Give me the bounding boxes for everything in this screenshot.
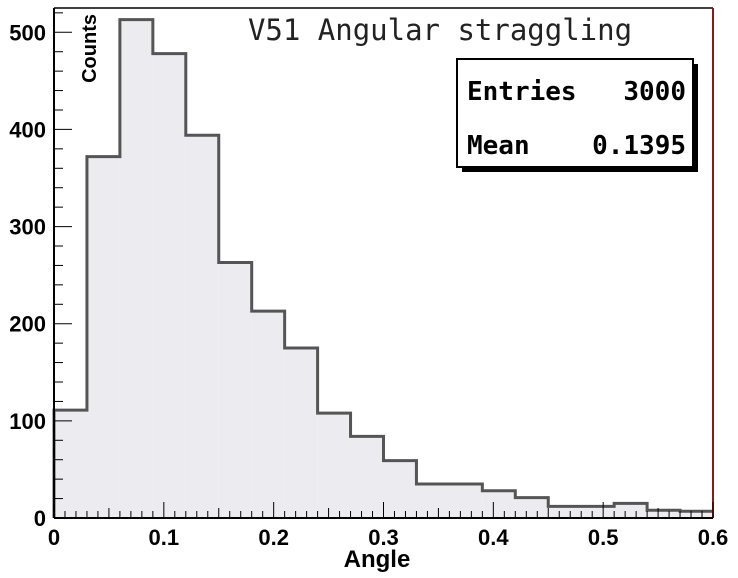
y-axis-ticks	[54, 12, 72, 519]
x-tick-label: 0.5	[588, 525, 619, 550]
chart-title: V51 Angular straggling	[248, 13, 632, 47]
y-tick-label: 500	[9, 20, 46, 45]
histogram-bar	[449, 484, 483, 518]
x-axis-tick-labels: 0 0.1 0.2 0.3 0.4 0.5 0.6	[48, 525, 728, 550]
stats-mean-value: 0.1395	[592, 131, 686, 161]
y-tick-label: 200	[9, 312, 46, 337]
histogram-bar	[317, 413, 351, 518]
histogram-bar	[614, 503, 648, 518]
histogram-bar	[515, 497, 549, 518]
stats-mean-label: Mean	[467, 131, 530, 161]
histogram-bar	[680, 511, 713, 518]
x-axis-title: Angle	[344, 546, 411, 573]
histogram-bar	[383, 460, 417, 518]
histogram-bar	[251, 311, 285, 518]
histogram-bar	[284, 348, 318, 518]
x-tick-label: 0.3	[368, 525, 399, 550]
y-tick-label: 300	[9, 215, 46, 240]
histogram-bar	[482, 490, 516, 518]
x-tick-label: 0.6	[698, 525, 729, 550]
stats-entries-label: Entries	[467, 77, 577, 107]
y-axis-tick-labels: 0 100 200 300 400 500	[9, 20, 46, 531]
x-tick-label: 0.1	[149, 525, 180, 550]
histogram-bar	[152, 53, 186, 519]
y-tick-label: 100	[9, 409, 46, 434]
histogram-bar	[548, 506, 582, 518]
histogram-bar	[581, 506, 615, 518]
histogram-bar	[86, 156, 120, 518]
x-tick-label: 0.4	[478, 525, 509, 550]
histogram-bar	[54, 410, 87, 518]
stats-box: Entries 3000 Mean 0.1395	[456, 58, 698, 172]
x-tick-label: 0	[48, 525, 60, 550]
histogram-bars	[54, 19, 713, 519]
histogram-bar	[416, 484, 450, 518]
x-tick-label: 0.2	[258, 525, 289, 550]
histogram-bar	[218, 262, 252, 518]
histogram-bar	[185, 135, 219, 518]
y-axis-title: Counts	[79, 14, 101, 83]
x-axis-ticks	[53, 502, 714, 518]
stats-entries-value: 3000	[623, 77, 686, 107]
y-tick-label: 400	[9, 117, 46, 142]
histogram-bar	[119, 19, 153, 519]
histogram-bar	[647, 510, 681, 518]
y-tick-label: 0	[34, 506, 46, 531]
histogram-bar	[350, 436, 384, 518]
